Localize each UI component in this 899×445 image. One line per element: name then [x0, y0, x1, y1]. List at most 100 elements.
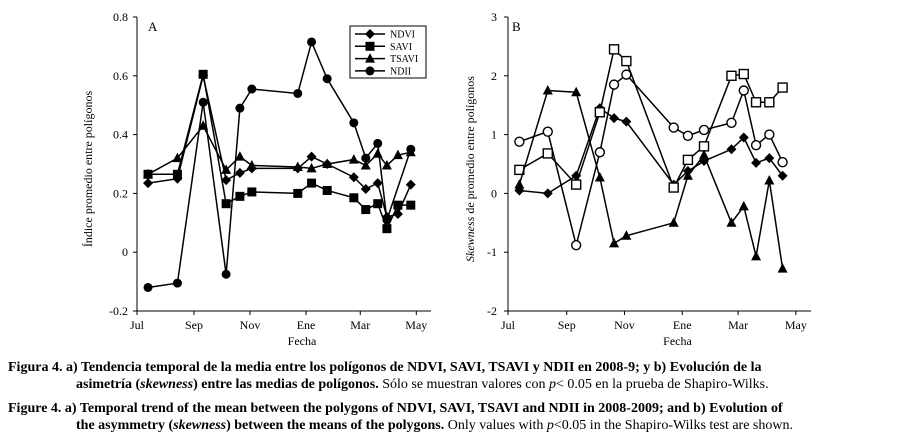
panel-b-series-savi-point [608, 44, 620, 55]
legend-label-tsavi: TSAVI [390, 54, 418, 65]
caption-es-line1: Figura 4. a) Tendencia temporal de la me… [8, 360, 762, 375]
panel-a-letter: A [148, 19, 158, 34]
panel-a-y-tick-label: 0.8 [113, 10, 128, 24]
panel-b-y-tick-label: -1 [487, 245, 497, 259]
panel-a-series-savi-point [235, 191, 245, 201]
panel-a-series-savi-point [393, 200, 403, 210]
panel-a-series-ndii-point [247, 84, 257, 94]
panel-a-series-savi-point [406, 200, 416, 210]
panel-a-series-ndvi-point [348, 172, 359, 183]
panel-b-series-ndii-point [570, 239, 582, 251]
panel-b-series-savi-point [570, 179, 582, 190]
panel-a-series-ndvi-point [372, 178, 383, 189]
panel-b-x-tick-label: May [785, 318, 807, 332]
panel-b-series-tsavi-line [518, 89, 784, 269]
caption-en-line1: Figure 4. a) Temporal trend of the mean … [8, 401, 783, 416]
panel-b-series-ndvi-point [542, 188, 553, 199]
panel-b-series-ndii-point [514, 136, 525, 147]
panel-a-x-tick-label: May [405, 318, 427, 332]
panel-b-series-tsavi-point [542, 85, 553, 95]
panel-a-x-tick-label: Jul [130, 318, 145, 332]
panel-b-series-tsavi-point [594, 172, 605, 182]
legend-label-ndii: NDII [390, 66, 411, 77]
panel-a-series-ndii-point [143, 282, 153, 292]
panel-a-series-tsavi-point [292, 161, 303, 171]
panel-b-series-savi [514, 44, 788, 193]
caption-es-bold-a: asimetría ( [76, 377, 141, 392]
panel-a-series-ndii-point [382, 215, 392, 225]
panel-a-series-ndii-point [172, 278, 182, 288]
panel-a-series-tsavi [143, 120, 416, 179]
figure: -0.2 0 0.2 0.4 0.6 0.8 Jul Sep Nov Ene Mar May Fecha… [81, 10, 811, 348]
panel-a-y-tick-label: 0.2 [113, 186, 128, 200]
caption-en-skewness: skewness [173, 418, 227, 433]
caption-en-p: p [546, 418, 554, 433]
panel-b-x-tick-label: Mar [728, 318, 748, 332]
panel-b-series-ndvi-point [621, 116, 632, 127]
panel-b-series-ndii-point [608, 79, 620, 90]
panel-a-series-savi-point [382, 224, 392, 234]
panel-b-series-ndvi-point [726, 144, 737, 155]
panel-b-series-tsavi [514, 85, 788, 273]
panel-a-series-savi-point [172, 169, 182, 179]
caption-es-p: p [549, 377, 556, 392]
panel-b-y-label: Skewness de promedio entre polígonos [463, 76, 477, 262]
panel-b-x-tick-label: Sep [558, 318, 576, 332]
panel-a-series-tsavi-point [360, 159, 371, 170]
panel-b-series-ndii-line [519, 73, 784, 246]
panel-b-series-tsavi-point [514, 179, 525, 189]
panel-b-series-savi-point [750, 97, 762, 108]
panel-b-series-tsavi-point [751, 250, 762, 261]
panel-a-y-tick-label: 0.6 [113, 69, 128, 83]
panel-b-series-ndvi-line [519, 106, 784, 195]
panel-a-series-ndii-point [221, 269, 231, 279]
panel-a-series-savi-point [322, 185, 332, 195]
panel-a-series-savi-point [293, 188, 303, 198]
panel-b-y-tick-label: -2 [487, 304, 497, 318]
panel-a-series-savi-point [361, 205, 371, 215]
panel-a-series-savi-point [221, 199, 231, 209]
panel-b-x-tick-label: Jul [501, 318, 516, 332]
panel-b-y-tick-label: 2 [491, 69, 497, 83]
caption-en-regular-b: <0.05 in the Shapiro-Wilks test are show… [553, 418, 793, 433]
panel-b-series-ndii-point [682, 130, 694, 141]
panel-b-series-ndii-point [698, 124, 710, 136]
panel-b-x-tick-label: Ene [673, 318, 692, 332]
panel-a-series-tsavi-point [172, 152, 183, 163]
panel-a-series-ndvi-point [143, 178, 154, 189]
panel-b-series-ndii [514, 69, 788, 251]
panel-a-series-ndii-point [235, 103, 245, 113]
panel-a-x-tick-label: Ene [297, 318, 316, 332]
panel-a-series-ndii-point [307, 37, 317, 47]
panel-a-series-tsavi-point [234, 151, 245, 161]
panel-b-series-ndvi-point [738, 132, 749, 143]
panel-b-series-tsavi-point [777, 263, 788, 273]
panel-b-series-ndvi-point [609, 113, 620, 124]
panel-b-series-tsavi-point [738, 200, 749, 211]
caption-en-bold-a: the asymmetry ( [76, 418, 174, 433]
panel-b-series-ndii-point [764, 129, 775, 140]
panel-b-series-tsavi-point [699, 149, 710, 160]
panel-b-x-tick-label: Nov [614, 318, 635, 332]
panel-b-series-tsavi-point [682, 170, 693, 180]
panel-b-y-label-italic: Skewness [463, 216, 477, 262]
caption-es-skewness: skewness [140, 377, 194, 392]
panel-a-chart: -0.2 0 0.2 0.4 0.6 0.8 Jul Sep Nov Ene Mar May Fecha… [81, 10, 431, 348]
panel-a-series-tsavi-point [143, 168, 154, 179]
panel-a-x-tick-label: Mar [350, 318, 370, 332]
panel-b-series-ndii-point [726, 117, 737, 129]
panel-a-series-tsavi-point [322, 158, 333, 168]
panel-a-series-ndvi-point [221, 175, 232, 186]
panel-b-y-tick-label: 0 [491, 186, 497, 200]
panel-a-y-tick-label: 0 [122, 245, 128, 259]
panel-a-series-ndii-point [373, 138, 383, 148]
panel-a-series-ndii-point [349, 118, 359, 128]
panel-b-letter: B [512, 19, 521, 34]
panel-b-series-savi-point [698, 141, 710, 152]
legend-marker-tsavi [365, 53, 375, 63]
panel-a-series-ndvi-point [360, 183, 371, 194]
panel-b-series-tsavi-point [668, 217, 679, 227]
panel-b-series-savi-point [738, 68, 749, 80]
legend-marker-ndvi [365, 29, 375, 39]
